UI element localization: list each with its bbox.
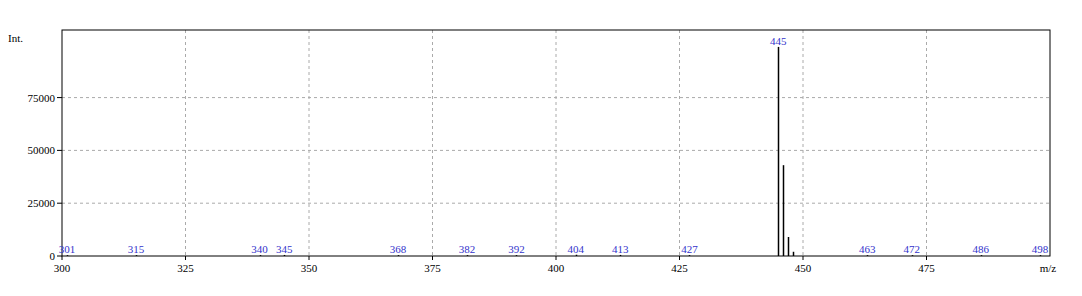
peak-label: 345	[276, 243, 293, 255]
tick-label: 400	[548, 262, 565, 274]
grid-line	[432, 30, 433, 256]
grid-line	[679, 30, 680, 256]
tick-label: 425	[671, 262, 688, 274]
grid-line	[185, 30, 186, 256]
tick	[57, 256, 62, 257]
axis-label: Int.	[8, 32, 23, 44]
tick	[57, 203, 62, 204]
peak-label: 445	[770, 35, 787, 47]
tick	[432, 256, 433, 260]
peak-label: 498	[1032, 243, 1049, 255]
peak	[793, 252, 795, 256]
tick	[185, 256, 186, 260]
grid-line	[926, 30, 927, 256]
tick	[57, 150, 62, 151]
peak-label: 301	[59, 243, 76, 255]
tick-label: 50000	[28, 144, 56, 156]
peak-label: 340	[251, 243, 268, 255]
peak-label: 315	[128, 243, 145, 255]
peak-label: 463	[859, 243, 876, 255]
peak-label: 404	[568, 243, 585, 255]
tick-label: 0	[50, 250, 56, 262]
grid-line	[62, 97, 1050, 98]
plot-frame	[62, 30, 1050, 256]
grid-line	[62, 150, 1050, 151]
tick-label: 450	[795, 262, 812, 274]
peak	[620, 255, 622, 256]
tick	[62, 256, 63, 260]
tick-label: 25000	[28, 197, 56, 209]
peak-label: 392	[508, 243, 525, 255]
peak-label: 427	[681, 243, 698, 255]
tick-label: 350	[301, 262, 318, 274]
tick	[309, 256, 310, 260]
peak-label: 368	[390, 243, 407, 255]
grid-line	[803, 30, 804, 256]
tick	[803, 256, 804, 260]
peak-label: 382	[459, 243, 476, 255]
tick	[556, 256, 557, 260]
peak	[284, 255, 286, 256]
peak-label: 486	[973, 243, 990, 255]
tick	[57, 97, 62, 98]
peak	[778, 47, 780, 256]
peak-label: 413	[612, 243, 629, 255]
peak	[788, 237, 790, 256]
tick-label: 475	[918, 262, 935, 274]
tick-label: 75000	[28, 92, 56, 104]
grid-line	[556, 30, 557, 256]
peak	[576, 255, 578, 256]
chart: 300 325 350 375 400 425 450 475 0 25000 50000 75000…	[0, 0, 1082, 296]
axis-label: m/z	[1040, 262, 1057, 274]
grid-line	[62, 203, 1050, 204]
tick	[679, 256, 680, 260]
peak-label: 472	[903, 243, 920, 255]
tick-label: 300	[54, 262, 71, 274]
tick-label: 325	[177, 262, 194, 274]
tick	[926, 256, 927, 260]
grid-line	[309, 30, 310, 256]
peak	[783, 165, 785, 256]
tick-label: 375	[424, 262, 441, 274]
